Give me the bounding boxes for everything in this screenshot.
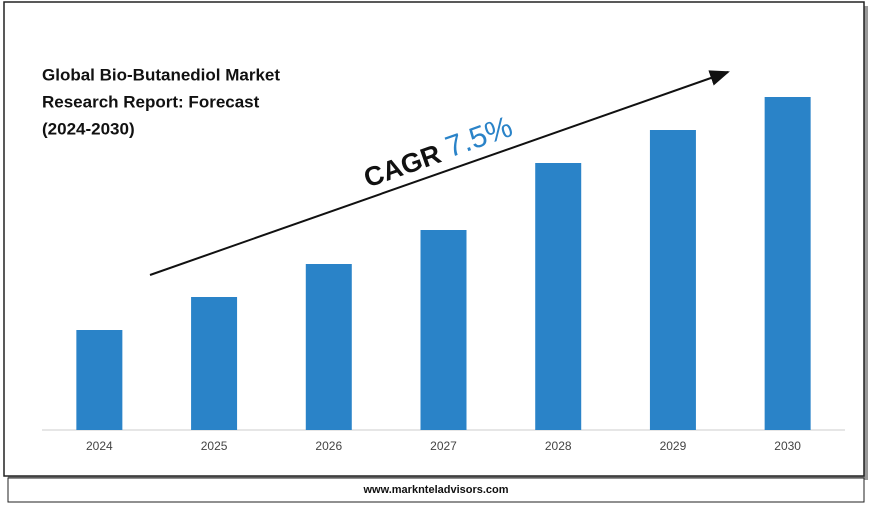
chart-title: Global Bio-Butanediol Market bbox=[42, 65, 280, 84]
bar bbox=[535, 163, 582, 430]
footer: www.marknteladvisors.com bbox=[362, 484, 508, 496]
bar bbox=[649, 130, 696, 430]
trend-arrow bbox=[149, 70, 730, 276]
x-tick-label: 2024 bbox=[86, 439, 113, 453]
bar bbox=[76, 330, 123, 430]
x-tick-label: 2025 bbox=[201, 439, 228, 453]
bar bbox=[305, 264, 352, 430]
x-tick-label: 2026 bbox=[315, 439, 342, 453]
bar bbox=[764, 97, 811, 430]
bar bbox=[191, 297, 238, 430]
chart-title: (2024-2030) bbox=[42, 119, 135, 138]
bar bbox=[420, 230, 467, 430]
x-tick-label: 2027 bbox=[430, 439, 457, 453]
footer-box bbox=[7, 477, 865, 503]
x-tick-label: 2029 bbox=[660, 439, 687, 453]
chart-title: Research Report: Forecast bbox=[42, 92, 260, 111]
x-tick-label: 2028 bbox=[545, 439, 572, 453]
x-tick-label: 2030 bbox=[774, 439, 801, 453]
